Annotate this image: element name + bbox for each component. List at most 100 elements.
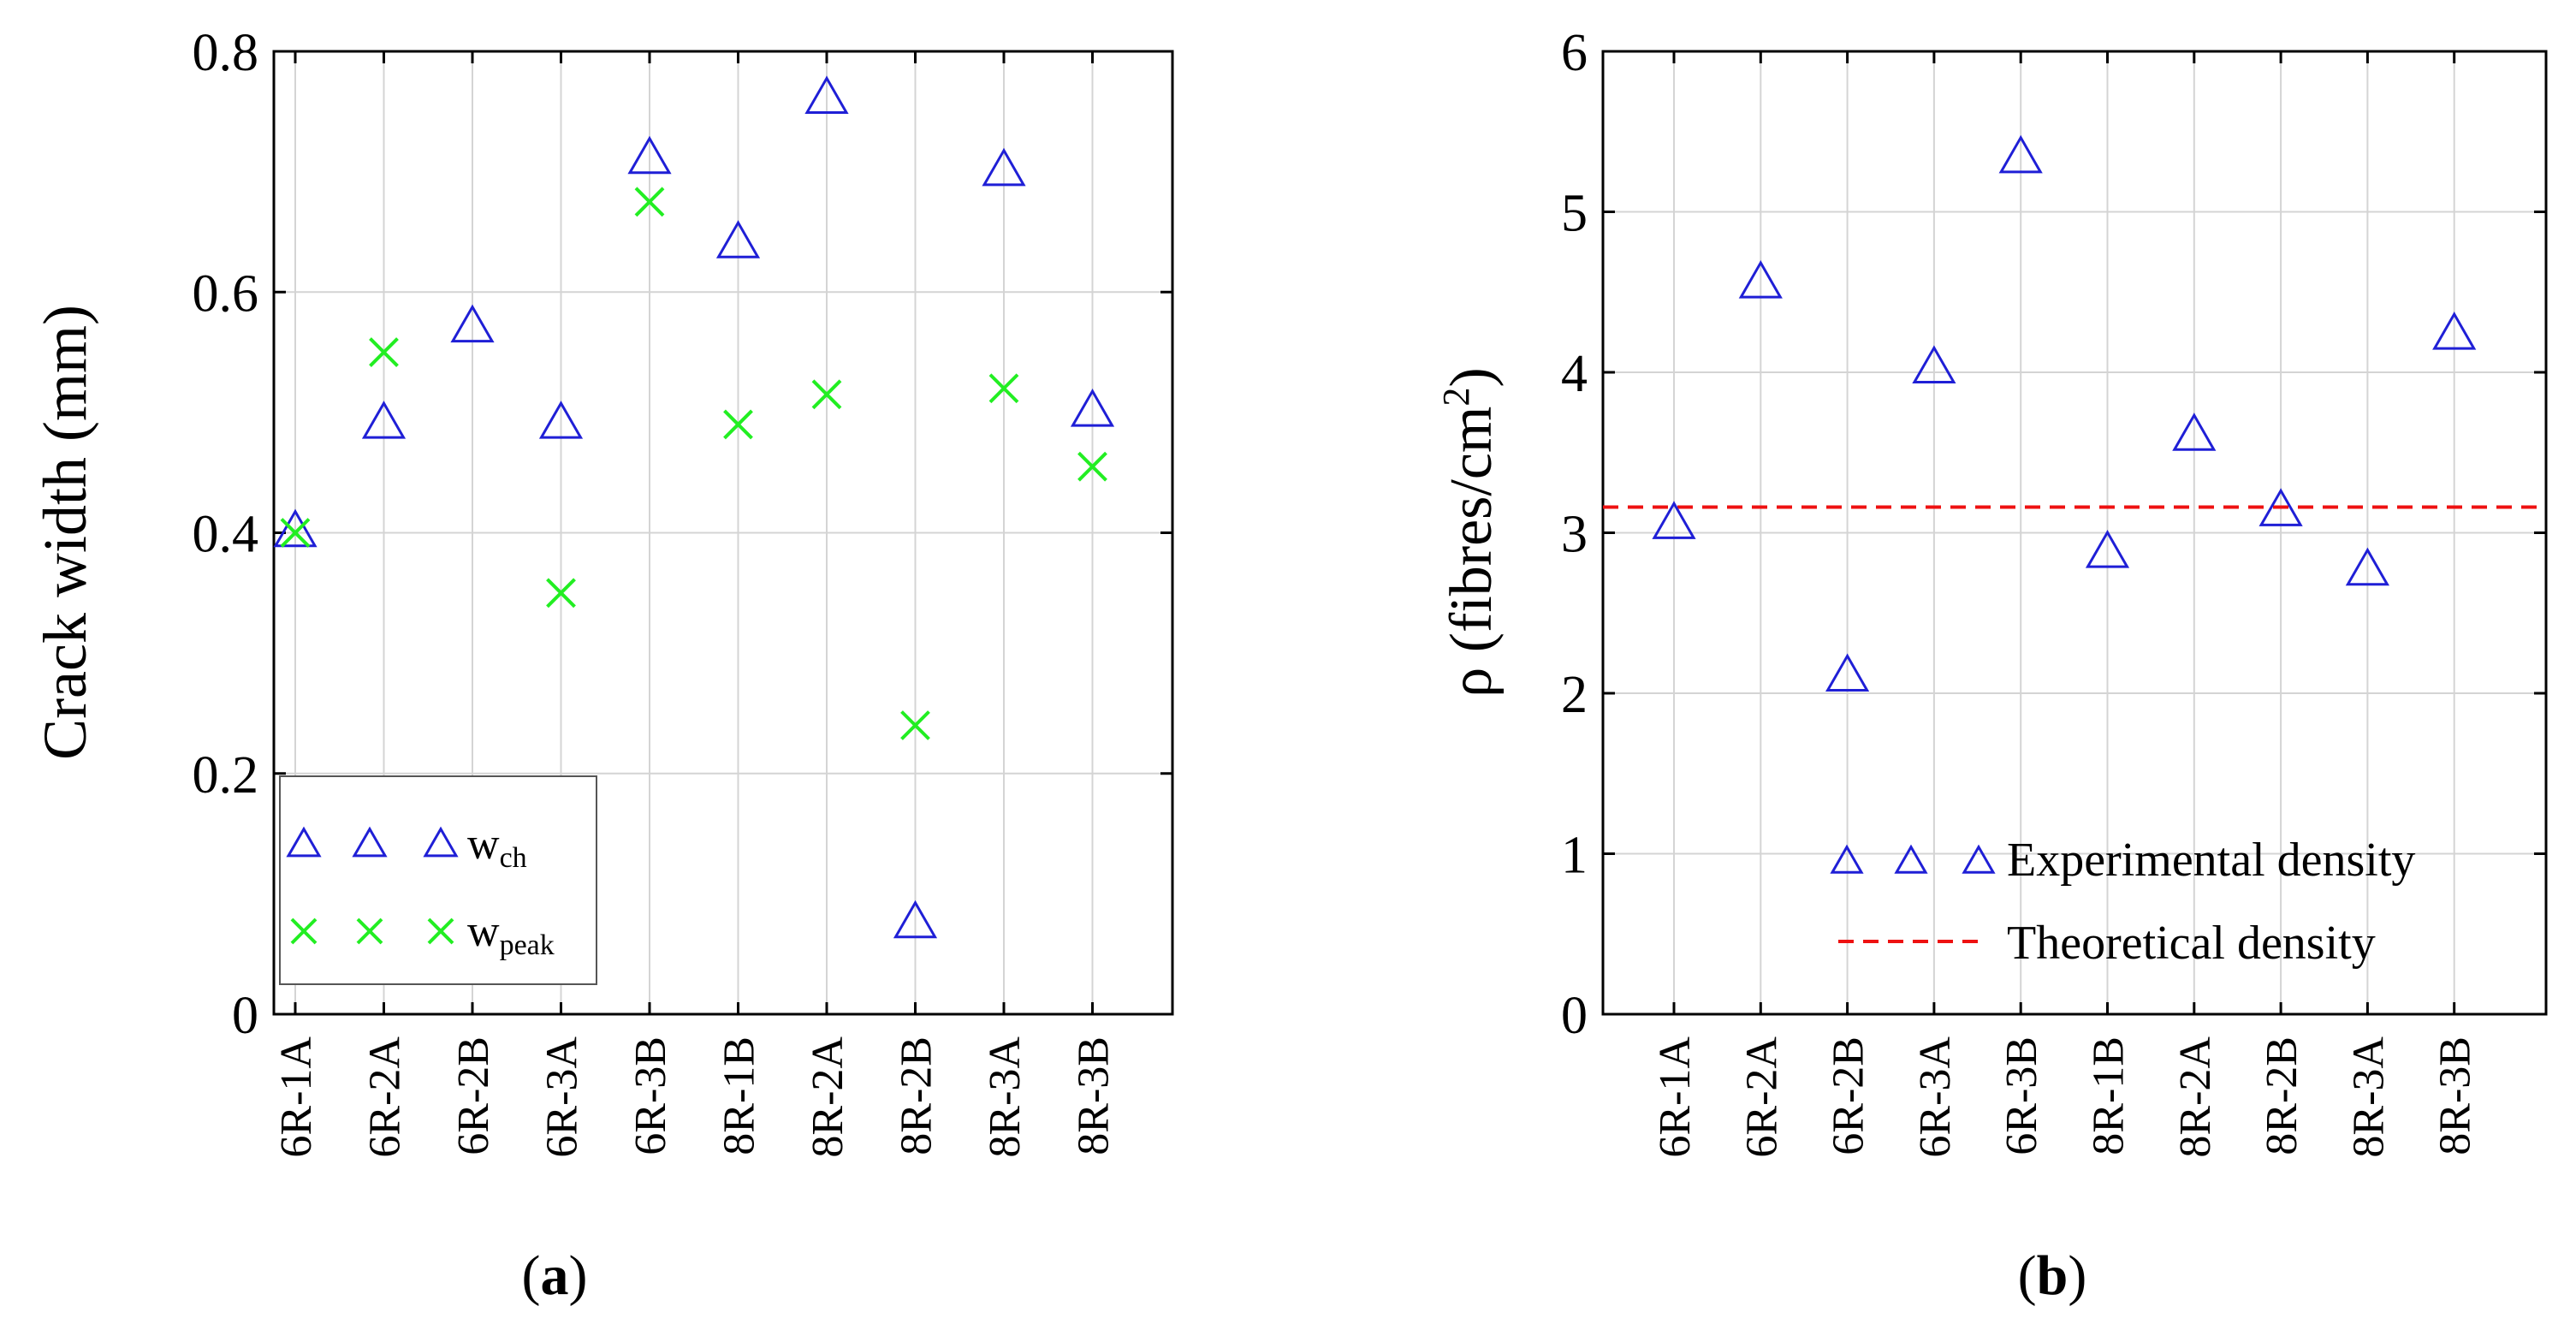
b-xtick-label-2: 6R-2B xyxy=(1825,1036,1873,1155)
b-point-triangle-6r-2b xyxy=(1825,653,1870,692)
b-ytick-label-4: 4 xyxy=(1561,345,1588,403)
a-ytick-label-0: 0 xyxy=(232,987,258,1045)
a-point-triangle-6r-2b xyxy=(450,304,495,343)
a-xtick-label-3: 6R-3A xyxy=(538,1036,587,1158)
a-ytick-label-4: 0.8 xyxy=(193,24,259,82)
a-ytick-label-2: 0.4 xyxy=(193,506,259,564)
legend-experimental-triangle-0 xyxy=(1830,844,1864,874)
b-xtick-label-3: 6R-3A xyxy=(1911,1036,1960,1158)
legend-wch-triangle-1 xyxy=(352,826,388,858)
panel-a-data-marks xyxy=(273,75,1115,939)
b-point-triangle-6r-1a xyxy=(1652,501,1696,539)
a-point-cross-8r-2a-stroke-2 xyxy=(811,379,842,410)
a-point-cross-8r-1b xyxy=(723,409,753,440)
legend-wch-label: wch xyxy=(467,820,527,874)
a-point-triangle-8r-3a xyxy=(982,147,1026,187)
a-point-cross-6r-3a xyxy=(546,578,576,609)
legend-wpeak-symbol: w xyxy=(467,907,500,956)
legend-wpeak-cross-1-stroke-2 xyxy=(356,917,383,945)
b-xtick-label-1: 6R-2A xyxy=(1737,1036,1786,1158)
panel-b-y-axis-label: ρ (fibres/cm2) xyxy=(1435,367,1505,697)
a-xtick-label-4: 6R-3B xyxy=(626,1036,675,1155)
panel-b-caption-letter: b xyxy=(2037,1244,2069,1307)
a-point-cross-8r-3b-stroke-2 xyxy=(1077,451,1107,482)
panel-a-crack-width-chart: 0 0.2 0.4 0.6 0.8 6R-1A 6R-2A 6R-2B 6R-3A 6R-3B 8… xyxy=(31,24,1174,1307)
a-point-cross-6r-3b xyxy=(634,187,665,217)
b-point-triangle-8r-3a xyxy=(2345,547,2389,586)
a-point-cross-6r-3b-stroke-2 xyxy=(634,187,665,217)
b-xtick-label-4: 6R-3B xyxy=(1997,1036,2046,1155)
a-point-triangle-8r-3b xyxy=(1070,389,1115,427)
a-point-cross-6r-2a-stroke-2 xyxy=(369,337,399,367)
b-xtick-label-0: 6R-1A xyxy=(1651,1036,1700,1158)
panel-b-x-ticks: 6R-1A 6R-2A 6R-2B 6R-3A 6R-3B 8R-1B 8R-2A 8R-2B… xyxy=(1651,51,2480,1158)
b-point-triangle-6r-2a xyxy=(1738,260,1783,299)
legend-wch-triangle-2 xyxy=(423,826,459,858)
legend-theoretical-label: Theoretical density xyxy=(2007,917,2376,970)
b-point-triangle-8r-3b xyxy=(2432,312,2477,350)
panel-b-y-label-sup: 2 xyxy=(1435,388,1477,407)
panel-a-legend: wch wpeak xyxy=(279,775,597,985)
legend-wch-markers xyxy=(286,826,459,858)
panel-b-legend: Experimental density Theoretical density xyxy=(1830,834,2415,970)
a-point-cross-8r-3b xyxy=(1077,451,1107,482)
a-point-cross-6r-1a xyxy=(280,518,311,548)
b-point-triangle-8r-2a xyxy=(2172,413,2217,451)
a-xtick-label-1: 6R-2A xyxy=(361,1036,410,1158)
panel-b-y-label-end: ) xyxy=(1439,367,1505,387)
legend-wpeak-cross-0-stroke-2 xyxy=(290,917,318,945)
b-ytick-label-5: 5 xyxy=(1561,185,1588,243)
panel-a-legend-box xyxy=(279,775,597,985)
panel-a-caption-letter: a xyxy=(541,1244,569,1307)
b-ytick-label-6: 6 xyxy=(1561,24,1588,82)
a-ytick-label-1: 0.2 xyxy=(193,746,259,805)
legend-experimental-markers xyxy=(1830,844,1996,874)
a-point-triangle-6r-2a xyxy=(361,401,407,439)
a-point-cross-6r-3a-stroke-2 xyxy=(546,578,576,609)
b-point-triangle-6r-3b xyxy=(1998,134,2043,174)
panel-a-x-ticks: 6R-1A 6R-2A 6R-2B 6R-3A 6R-3B 8R-1B 8R-2A 8R-2B… xyxy=(272,51,1119,1158)
b-xtick-label-5: 8R-1B xyxy=(2085,1036,2134,1155)
panel-b-fibre-density-chart: 0 1 2 3 4 5 6 6R-1A 6R-2A 6R-2B 6R-3A 6R-3B 8R-1B 8R… xyxy=(1435,24,2548,1307)
b-ytick-label-1: 1 xyxy=(1561,827,1588,885)
a-ytick-label-3: 0.6 xyxy=(193,264,259,323)
a-point-triangle-8r-2a xyxy=(804,75,849,114)
legend-wpeak-cross-0 xyxy=(290,917,318,945)
legend-wpeak-cross-1 xyxy=(356,917,383,945)
legend-wpeak-subscript: peak xyxy=(500,929,555,961)
b-ytick-label-2: 2 xyxy=(1561,666,1588,724)
legend-experimental-label: Experimental density xyxy=(2007,834,2415,887)
b-xtick-label-9: 8R-3B xyxy=(2431,1036,2480,1155)
a-xtick-label-2: 6R-2B xyxy=(449,1036,498,1155)
a-point-cross-8r-2a xyxy=(811,379,842,410)
legend-wch-symbol: w xyxy=(467,820,500,869)
panel-a-y-axis-label: Crack width (mm) xyxy=(31,305,99,760)
legend-wch-triangle-0 xyxy=(286,826,322,858)
panel-a-caption: (a) xyxy=(522,1244,588,1307)
a-point-triangle-6r-3a xyxy=(538,401,584,439)
b-ytick-label-3: 3 xyxy=(1561,506,1588,564)
a-point-cross-6r-2a xyxy=(369,337,399,367)
legend-experimental-triangle-2 xyxy=(1962,844,1996,874)
b-point-triangle-8r-2b xyxy=(2258,488,2303,526)
legend-wpeak-label: wpeak xyxy=(467,907,555,961)
panel-b-data-marks xyxy=(1652,134,2477,692)
b-point-triangle-8r-1b xyxy=(2085,530,2130,568)
a-point-cross-6r-1a-stroke-2 xyxy=(280,518,311,548)
legend-wch-subscript: ch xyxy=(500,842,527,874)
a-xtick-label-5: 8R-1B xyxy=(715,1036,764,1155)
panel-b-y-ticks: 0 1 2 3 4 5 6 xyxy=(1561,24,2546,1045)
legend-wpeak-markers xyxy=(290,917,454,945)
legend-wpeak-cross-2-stroke-2 xyxy=(427,917,454,945)
a-point-cross-8r-3a-stroke-2 xyxy=(988,373,1019,404)
panel-a-grid xyxy=(274,51,1172,1014)
b-xtick-label-7: 8R-2B xyxy=(2258,1036,2306,1155)
a-xtick-label-6: 8R-2A xyxy=(804,1036,852,1158)
panel-a-y-ticks: 0 0.2 0.4 0.6 0.8 xyxy=(193,24,1172,1045)
a-point-cross-8r-2b-stroke-2 xyxy=(900,710,930,740)
a-xtick-label-8: 8R-3A xyxy=(981,1036,1030,1158)
a-point-cross-8r-1b-stroke-2 xyxy=(723,409,753,440)
a-point-triangle-6r-1a xyxy=(273,508,318,548)
panel-b-caption: (b) xyxy=(2018,1244,2087,1307)
